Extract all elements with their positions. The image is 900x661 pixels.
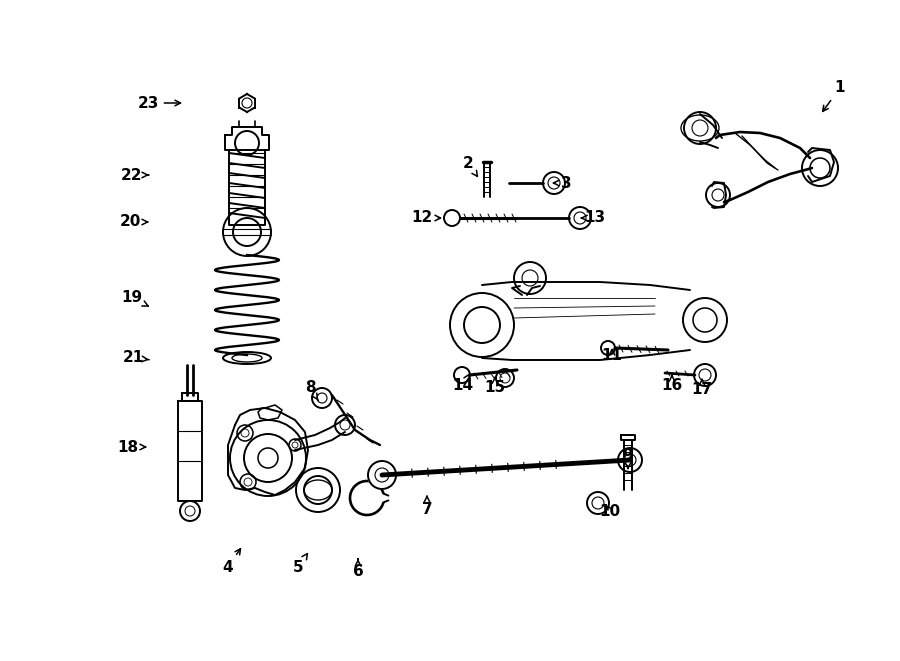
Text: 9: 9 — [623, 447, 634, 469]
Text: 20: 20 — [120, 215, 148, 229]
Text: 8: 8 — [305, 381, 319, 401]
Text: 16: 16 — [662, 375, 682, 393]
Text: 4: 4 — [222, 549, 240, 574]
Circle shape — [368, 461, 396, 489]
Text: 12: 12 — [411, 210, 440, 225]
Text: 23: 23 — [138, 95, 181, 110]
Text: 18: 18 — [117, 440, 146, 455]
Circle shape — [618, 448, 642, 472]
Text: 1: 1 — [823, 81, 845, 112]
Text: 3: 3 — [554, 176, 572, 190]
Text: 21: 21 — [122, 350, 149, 366]
Text: 2: 2 — [463, 155, 478, 176]
Text: 10: 10 — [599, 504, 621, 520]
Text: 17: 17 — [691, 379, 713, 397]
Text: 19: 19 — [122, 290, 148, 306]
Text: 14: 14 — [453, 374, 473, 393]
Text: 22: 22 — [122, 167, 148, 182]
Text: 5: 5 — [292, 554, 308, 574]
Text: 13: 13 — [581, 210, 606, 225]
Text: 11: 11 — [601, 348, 623, 362]
Text: 15: 15 — [484, 377, 506, 395]
Text: 7: 7 — [422, 496, 432, 518]
Text: 6: 6 — [353, 559, 364, 580]
